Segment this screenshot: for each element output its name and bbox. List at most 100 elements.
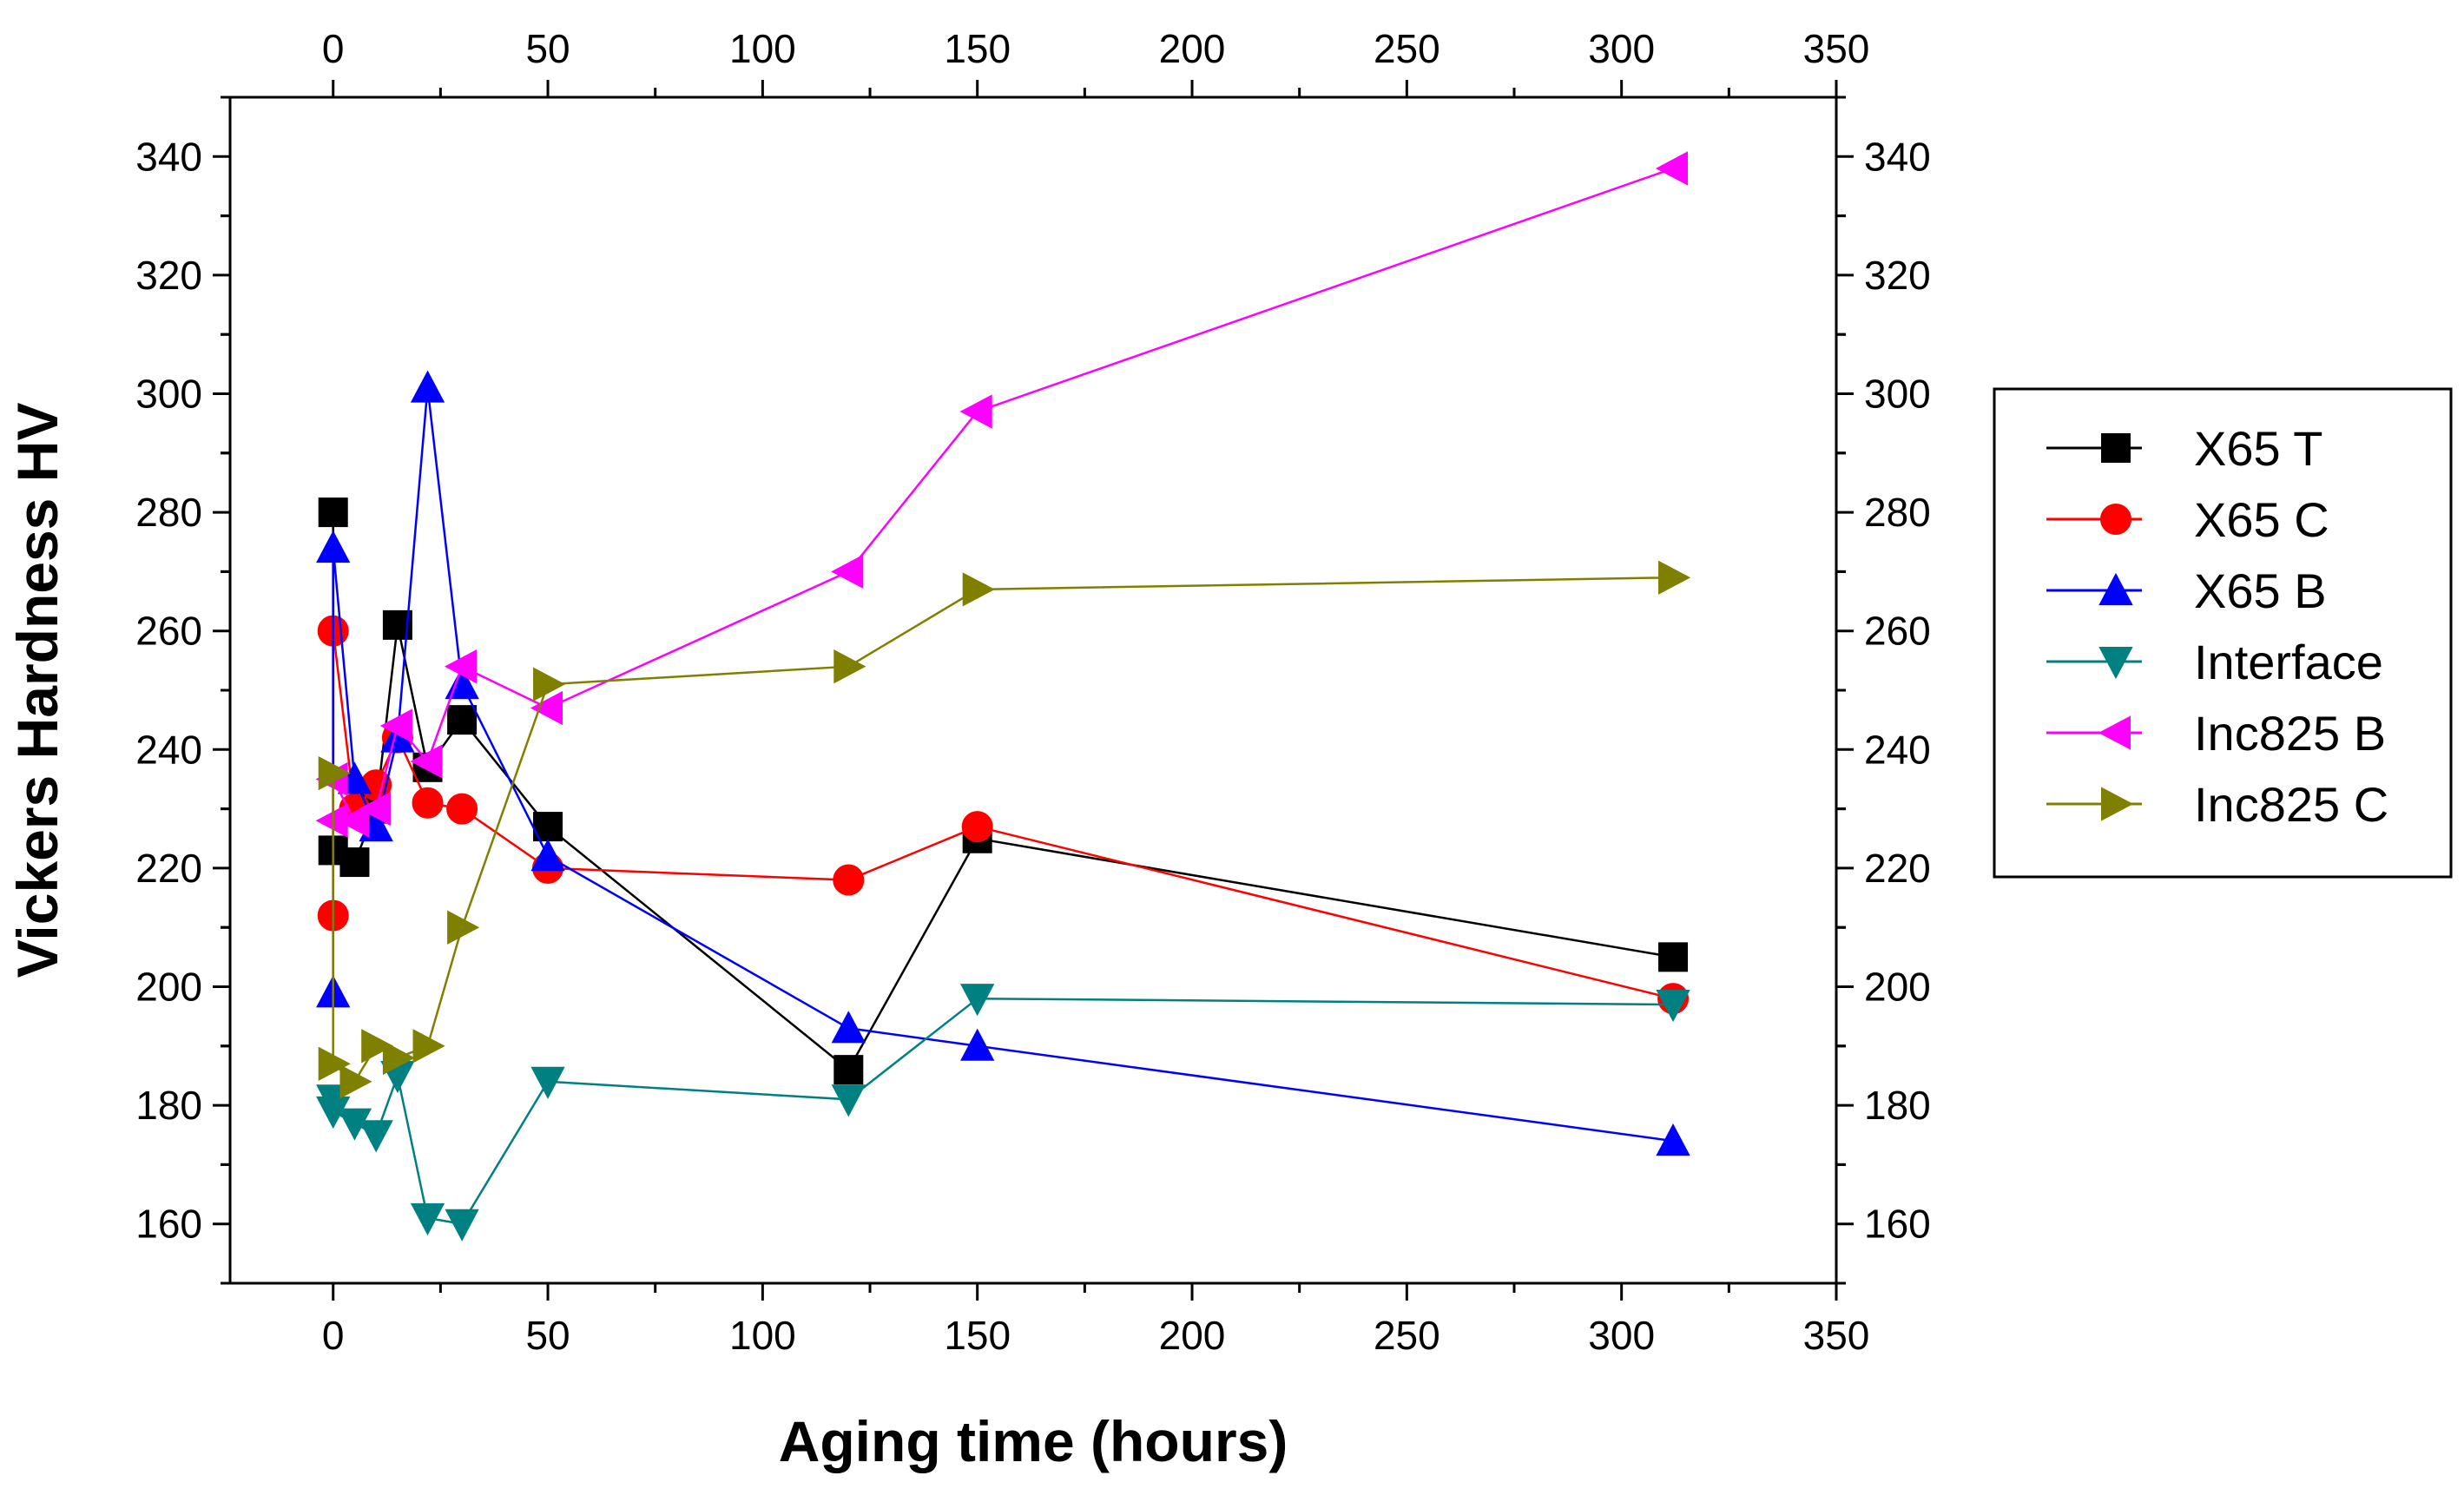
data-point-inc825-b [337, 803, 370, 838]
data-point-x65-c [446, 793, 478, 825]
data-point-x65-b [960, 1028, 995, 1061]
data-point-x65-b [530, 839, 565, 872]
data-point-inc825-c [447, 910, 480, 945]
legend-label: Inc825 B [2194, 706, 2386, 761]
legend-label: Interface [2194, 635, 2383, 689]
x-tick-label-bottom: 350 [1803, 1313, 1870, 1358]
data-point-inc825-c [533, 667, 566, 702]
y-tick-label-left: 160 [135, 1202, 202, 1247]
x-tick-label-bottom: 50 [525, 1313, 570, 1358]
data-point-inc825-c [1658, 560, 1691, 595]
y-tick-label-right: 280 [1864, 490, 1931, 535]
x-tick-label-top: 150 [944, 26, 1011, 71]
data-point-x65-t [833, 1055, 864, 1085]
series-x65-t [318, 497, 1689, 1085]
x-tick-label-bottom: 150 [944, 1313, 1011, 1358]
data-point-inc825-c [833, 649, 866, 684]
legend-item-interface: Interface [2046, 635, 2383, 689]
series-line-x65-t [332, 512, 1674, 1072]
legend-marker-interface [2098, 647, 2133, 680]
data-point-x65-t [318, 497, 348, 528]
x-tick-label-bottom: 250 [1374, 1313, 1440, 1358]
data-point-x65-t [339, 847, 370, 878]
y-tick-label-left: 340 [135, 134, 202, 179]
data-point-interface [359, 1120, 393, 1153]
data-point-x65-t [447, 705, 478, 735]
x-tick-label-bottom: 100 [729, 1313, 796, 1358]
y-tick-label-left: 260 [135, 609, 202, 654]
data-point-x65-c [833, 864, 865, 896]
y-axis-title: Vickers Hardness HV [5, 403, 69, 978]
data-point-inc825-b [530, 690, 563, 726]
x-tick-label-top: 350 [1803, 26, 1870, 71]
axes: 0 0 50 50 100 100 150 150 200 200 250 250 300 300 350 3… [135, 26, 1931, 1358]
data-point-x65-b [410, 370, 445, 403]
series-line-x65-b [332, 387, 1674, 1143]
y-tick-label-right: 320 [1864, 253, 1931, 298]
series-interface [316, 984, 1690, 1242]
data-point-x65-b [831, 1011, 866, 1044]
legend-box [1993, 387, 2453, 879]
series-line-interface [332, 997, 1674, 1226]
data-point-interface [445, 1209, 479, 1242]
series-x65-c [317, 615, 1690, 1015]
data-point-x65-t [1658, 942, 1689, 972]
legend: X65 T X65 C X65 B Interface Inc825 B Inc825 C [1993, 387, 2453, 879]
data-point-interface [410, 1202, 445, 1236]
data-point-interface [1656, 989, 1690, 1023]
legend-label: X65 B [2194, 563, 2327, 618]
data-point-inc825-c [318, 755, 351, 791]
data-point-inc825-c [339, 1064, 372, 1099]
data-point-interface [530, 1066, 565, 1099]
y-tick-label-right: 260 [1864, 609, 1931, 654]
legend-marker-x65-t [2101, 433, 2131, 463]
series-layer [315, 151, 1691, 1242]
data-point-inc825-c [318, 1046, 351, 1081]
y-tick-label-right: 240 [1864, 727, 1931, 772]
data-point-inc825-c [962, 572, 995, 607]
data-point-x65-b [316, 530, 351, 563]
y-tick-label-right: 220 [1864, 846, 1931, 891]
y-tick-label-right: 340 [1864, 134, 1931, 179]
data-point-inc825-c [361, 1029, 394, 1064]
legend-label: X65 T [2194, 421, 2322, 476]
x-tick-label-top: 0 [322, 26, 345, 71]
y-tick-label-right: 300 [1864, 372, 1931, 417]
y-tick-label-left: 180 [135, 1083, 202, 1128]
data-point-inc825-b [1655, 151, 1689, 186]
y-tick-label-left: 200 [135, 965, 202, 1010]
y-tick-label-right: 200 [1864, 965, 1931, 1010]
legend-marker-inc825-c [2101, 787, 2134, 821]
x-tick-label-top: 100 [729, 26, 796, 71]
data-point-x65-b [1656, 1123, 1690, 1156]
legend-label: Inc825 C [2194, 777, 2388, 832]
legend-label: X65 C [2194, 492, 2329, 547]
x-tick-label-bottom: 200 [1159, 1313, 1226, 1358]
x-tick-label-bottom: 0 [322, 1313, 345, 1358]
data-point-inc825-b [379, 708, 412, 743]
legend-marker-x65-b [2098, 572, 2133, 605]
y-tick-label-left: 280 [135, 490, 202, 535]
legend-item-inc825-c: Inc825 C [2046, 777, 2388, 832]
legend-item-inc825-b: Inc825 B [2046, 706, 2386, 761]
legend-marker-inc825-b [2098, 715, 2131, 750]
data-point-x65-c [961, 811, 993, 843]
legend-item-x65-c: X65 C [2046, 492, 2329, 547]
data-point-inc825-b [410, 744, 443, 779]
y-tick-label-left: 240 [135, 727, 202, 772]
data-point-x65-c [412, 787, 444, 819]
y-tick-label-left: 300 [135, 372, 202, 417]
x-axis-title: Aging time (hours) [779, 1409, 1288, 1473]
y-tick-label-left: 220 [135, 846, 202, 891]
series-inc825-c [318, 560, 1691, 1099]
data-point-inc825-b [359, 791, 392, 827]
x-tick-label-bottom: 300 [1588, 1313, 1655, 1358]
x-tick-label-top: 50 [525, 26, 570, 71]
x-tick-label-top: 200 [1159, 26, 1226, 71]
x-tick-label-top: 300 [1588, 26, 1655, 71]
data-point-interface [831, 1084, 866, 1117]
data-point-inc825-b [959, 394, 992, 429]
y-tick-label-right: 180 [1864, 1083, 1931, 1128]
x-tick-label-top: 250 [1374, 26, 1440, 71]
